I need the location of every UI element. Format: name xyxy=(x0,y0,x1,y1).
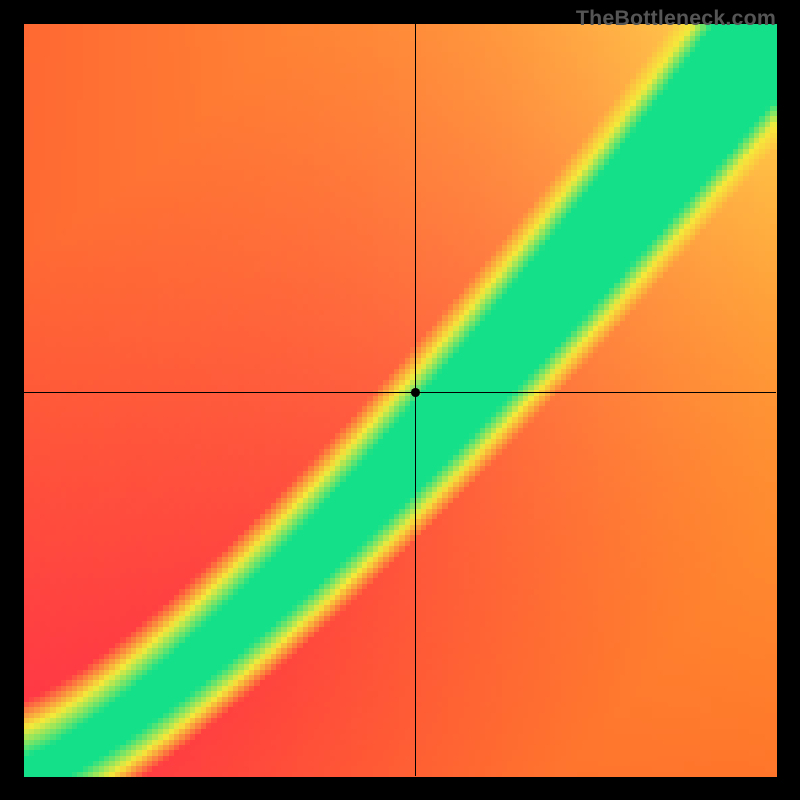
bottleneck-heatmap-canvas xyxy=(0,0,800,800)
chart-frame: TheBottleneck.com xyxy=(0,0,800,800)
